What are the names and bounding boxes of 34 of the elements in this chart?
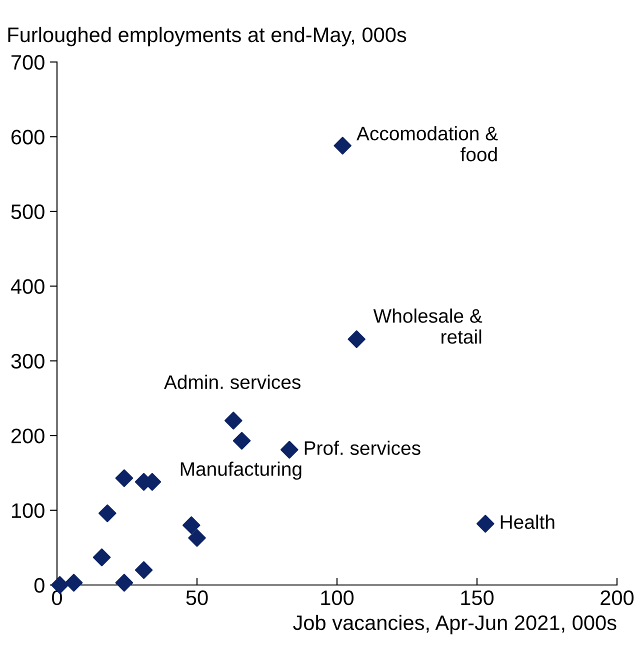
annotation: Prof. services — [304, 440, 420, 455]
y-tick-label: 100 — [12, 503, 44, 518]
point — [188, 529, 206, 547]
annotation: Wholesale & retail — [373, 308, 482, 344]
point — [476, 514, 494, 533]
annotation: Accomodation & food — [356, 126, 498, 162]
y-axis-title: Furloughed employments at end-May, 000s — [8, 26, 406, 46]
point — [348, 330, 366, 348]
x-tick-label: 150 — [461, 590, 494, 606]
point — [334, 136, 352, 155]
point — [115, 574, 134, 592]
point — [232, 432, 251, 450]
point — [115, 469, 134, 488]
point — [134, 561, 153, 579]
x-tick-label: 50 — [186, 590, 208, 606]
y-tick-label: 500 — [11, 204, 44, 220]
y-tick-label: 400 — [10, 279, 44, 294]
point — [182, 516, 200, 534]
annotation: Manufacturing — [180, 462, 302, 480]
y-tick-label: 300 — [11, 354, 44, 369]
y-tick-label: 600 — [11, 130, 44, 144]
y-tick-label: 700 — [12, 55, 44, 70]
x-tick-label: 100 — [321, 590, 354, 606]
y-tick-label: 0 — [34, 578, 44, 593]
x-axis-title: Job vacancies, Apr-Jun 2021, 000s — [293, 614, 616, 634]
point — [92, 548, 111, 566]
y-tick-label: 200 — [11, 428, 44, 444]
point — [98, 504, 116, 522]
point — [224, 412, 242, 430]
annotation: Admin. services — [164, 374, 300, 390]
x-tick-label: 200 — [600, 590, 634, 606]
point — [64, 574, 83, 592]
annotation: Health — [500, 514, 554, 529]
point — [280, 440, 298, 459]
